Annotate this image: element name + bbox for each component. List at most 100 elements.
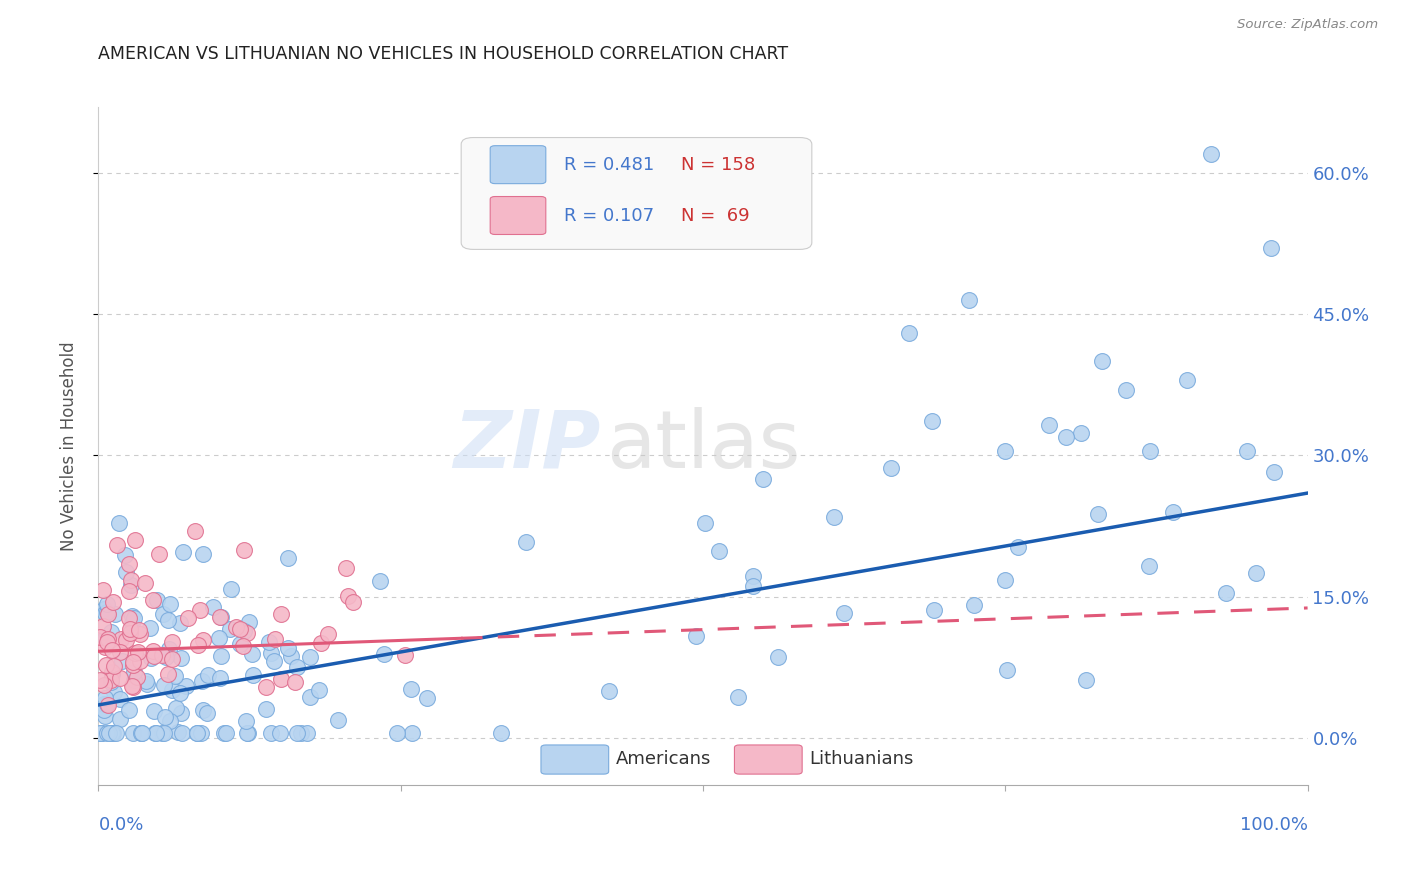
Point xyxy=(148,547,170,561)
Point xyxy=(177,611,200,625)
Point xyxy=(114,565,136,579)
Point xyxy=(97,607,120,622)
Point xyxy=(191,632,214,647)
Text: N = 158: N = 158 xyxy=(682,156,755,174)
Point xyxy=(122,680,145,694)
Point xyxy=(104,726,127,740)
Point xyxy=(259,635,281,649)
Point xyxy=(1236,443,1258,458)
Point xyxy=(385,726,408,740)
Point xyxy=(98,726,121,740)
Point xyxy=(1054,429,1077,443)
Point xyxy=(963,598,986,612)
Point xyxy=(108,671,131,685)
Point xyxy=(94,658,117,673)
Text: R = 0.107: R = 0.107 xyxy=(564,207,654,225)
Point xyxy=(89,726,111,740)
Point xyxy=(93,582,115,597)
Point xyxy=(145,726,167,740)
Point xyxy=(142,648,165,663)
Point xyxy=(335,561,357,575)
Point xyxy=(159,597,181,611)
Point xyxy=(176,679,198,693)
Point xyxy=(142,592,165,607)
Point xyxy=(131,726,153,740)
Point xyxy=(91,726,114,740)
Point xyxy=(219,582,242,597)
Point xyxy=(114,549,136,563)
Point xyxy=(1139,443,1161,458)
Point xyxy=(208,631,231,645)
Point xyxy=(922,603,945,617)
Text: ZIP: ZIP xyxy=(453,407,600,485)
Point xyxy=(167,724,190,739)
Point xyxy=(957,293,980,307)
Point xyxy=(103,658,125,673)
Point xyxy=(153,710,176,724)
Point xyxy=(136,677,159,691)
Point xyxy=(1087,507,1109,521)
Point xyxy=(1139,558,1161,573)
Point xyxy=(101,667,124,681)
Point xyxy=(285,726,308,740)
Point xyxy=(328,713,350,727)
Point xyxy=(236,726,259,740)
Point xyxy=(277,640,299,655)
Point xyxy=(129,726,152,740)
Text: Americans: Americans xyxy=(616,750,711,768)
Point xyxy=(1175,373,1198,387)
Point xyxy=(100,673,122,687)
Point xyxy=(190,674,212,689)
Point xyxy=(921,414,943,428)
Point xyxy=(1076,673,1098,687)
Point xyxy=(108,712,131,726)
Point xyxy=(232,624,254,638)
Point xyxy=(188,603,211,617)
Point xyxy=(1215,586,1237,600)
Point xyxy=(105,538,128,552)
Point xyxy=(118,703,141,717)
Point xyxy=(146,593,169,607)
Point xyxy=(96,597,118,611)
Point xyxy=(108,692,131,706)
Point xyxy=(1007,541,1029,555)
Point xyxy=(120,578,142,592)
Point xyxy=(401,726,423,740)
Point xyxy=(284,675,307,690)
Point xyxy=(994,443,1017,458)
Point xyxy=(336,589,359,603)
Point xyxy=(129,726,152,740)
FancyBboxPatch shape xyxy=(491,196,546,235)
Point xyxy=(94,690,117,705)
Point xyxy=(124,611,146,625)
Text: AMERICAN VS LITHUANIAN NO VEHICLES IN HOUSEHOLD CORRELATION CHART: AMERICAN VS LITHUANIAN NO VEHICLES IN HO… xyxy=(98,45,789,62)
Point xyxy=(342,595,364,609)
Point xyxy=(169,616,191,631)
Point xyxy=(299,690,322,704)
Point xyxy=(122,655,145,669)
Point xyxy=(269,726,291,740)
Point xyxy=(308,682,330,697)
Point xyxy=(165,700,187,714)
Point xyxy=(212,726,235,740)
Point xyxy=(169,685,191,699)
Point xyxy=(170,706,193,720)
Point xyxy=(110,632,132,646)
Point xyxy=(101,595,124,609)
Point xyxy=(1038,418,1060,433)
Point xyxy=(242,668,264,682)
Point xyxy=(280,648,302,663)
Point xyxy=(285,659,308,673)
Point xyxy=(101,726,124,740)
FancyBboxPatch shape xyxy=(491,145,546,184)
Point xyxy=(135,673,157,688)
Point xyxy=(94,709,117,723)
Point xyxy=(89,630,111,644)
Point xyxy=(752,472,775,486)
Text: 100.0%: 100.0% xyxy=(1240,816,1308,834)
Point xyxy=(373,647,395,661)
Point xyxy=(93,678,115,692)
Point xyxy=(254,702,277,716)
Point xyxy=(823,510,845,524)
Point xyxy=(235,714,257,728)
